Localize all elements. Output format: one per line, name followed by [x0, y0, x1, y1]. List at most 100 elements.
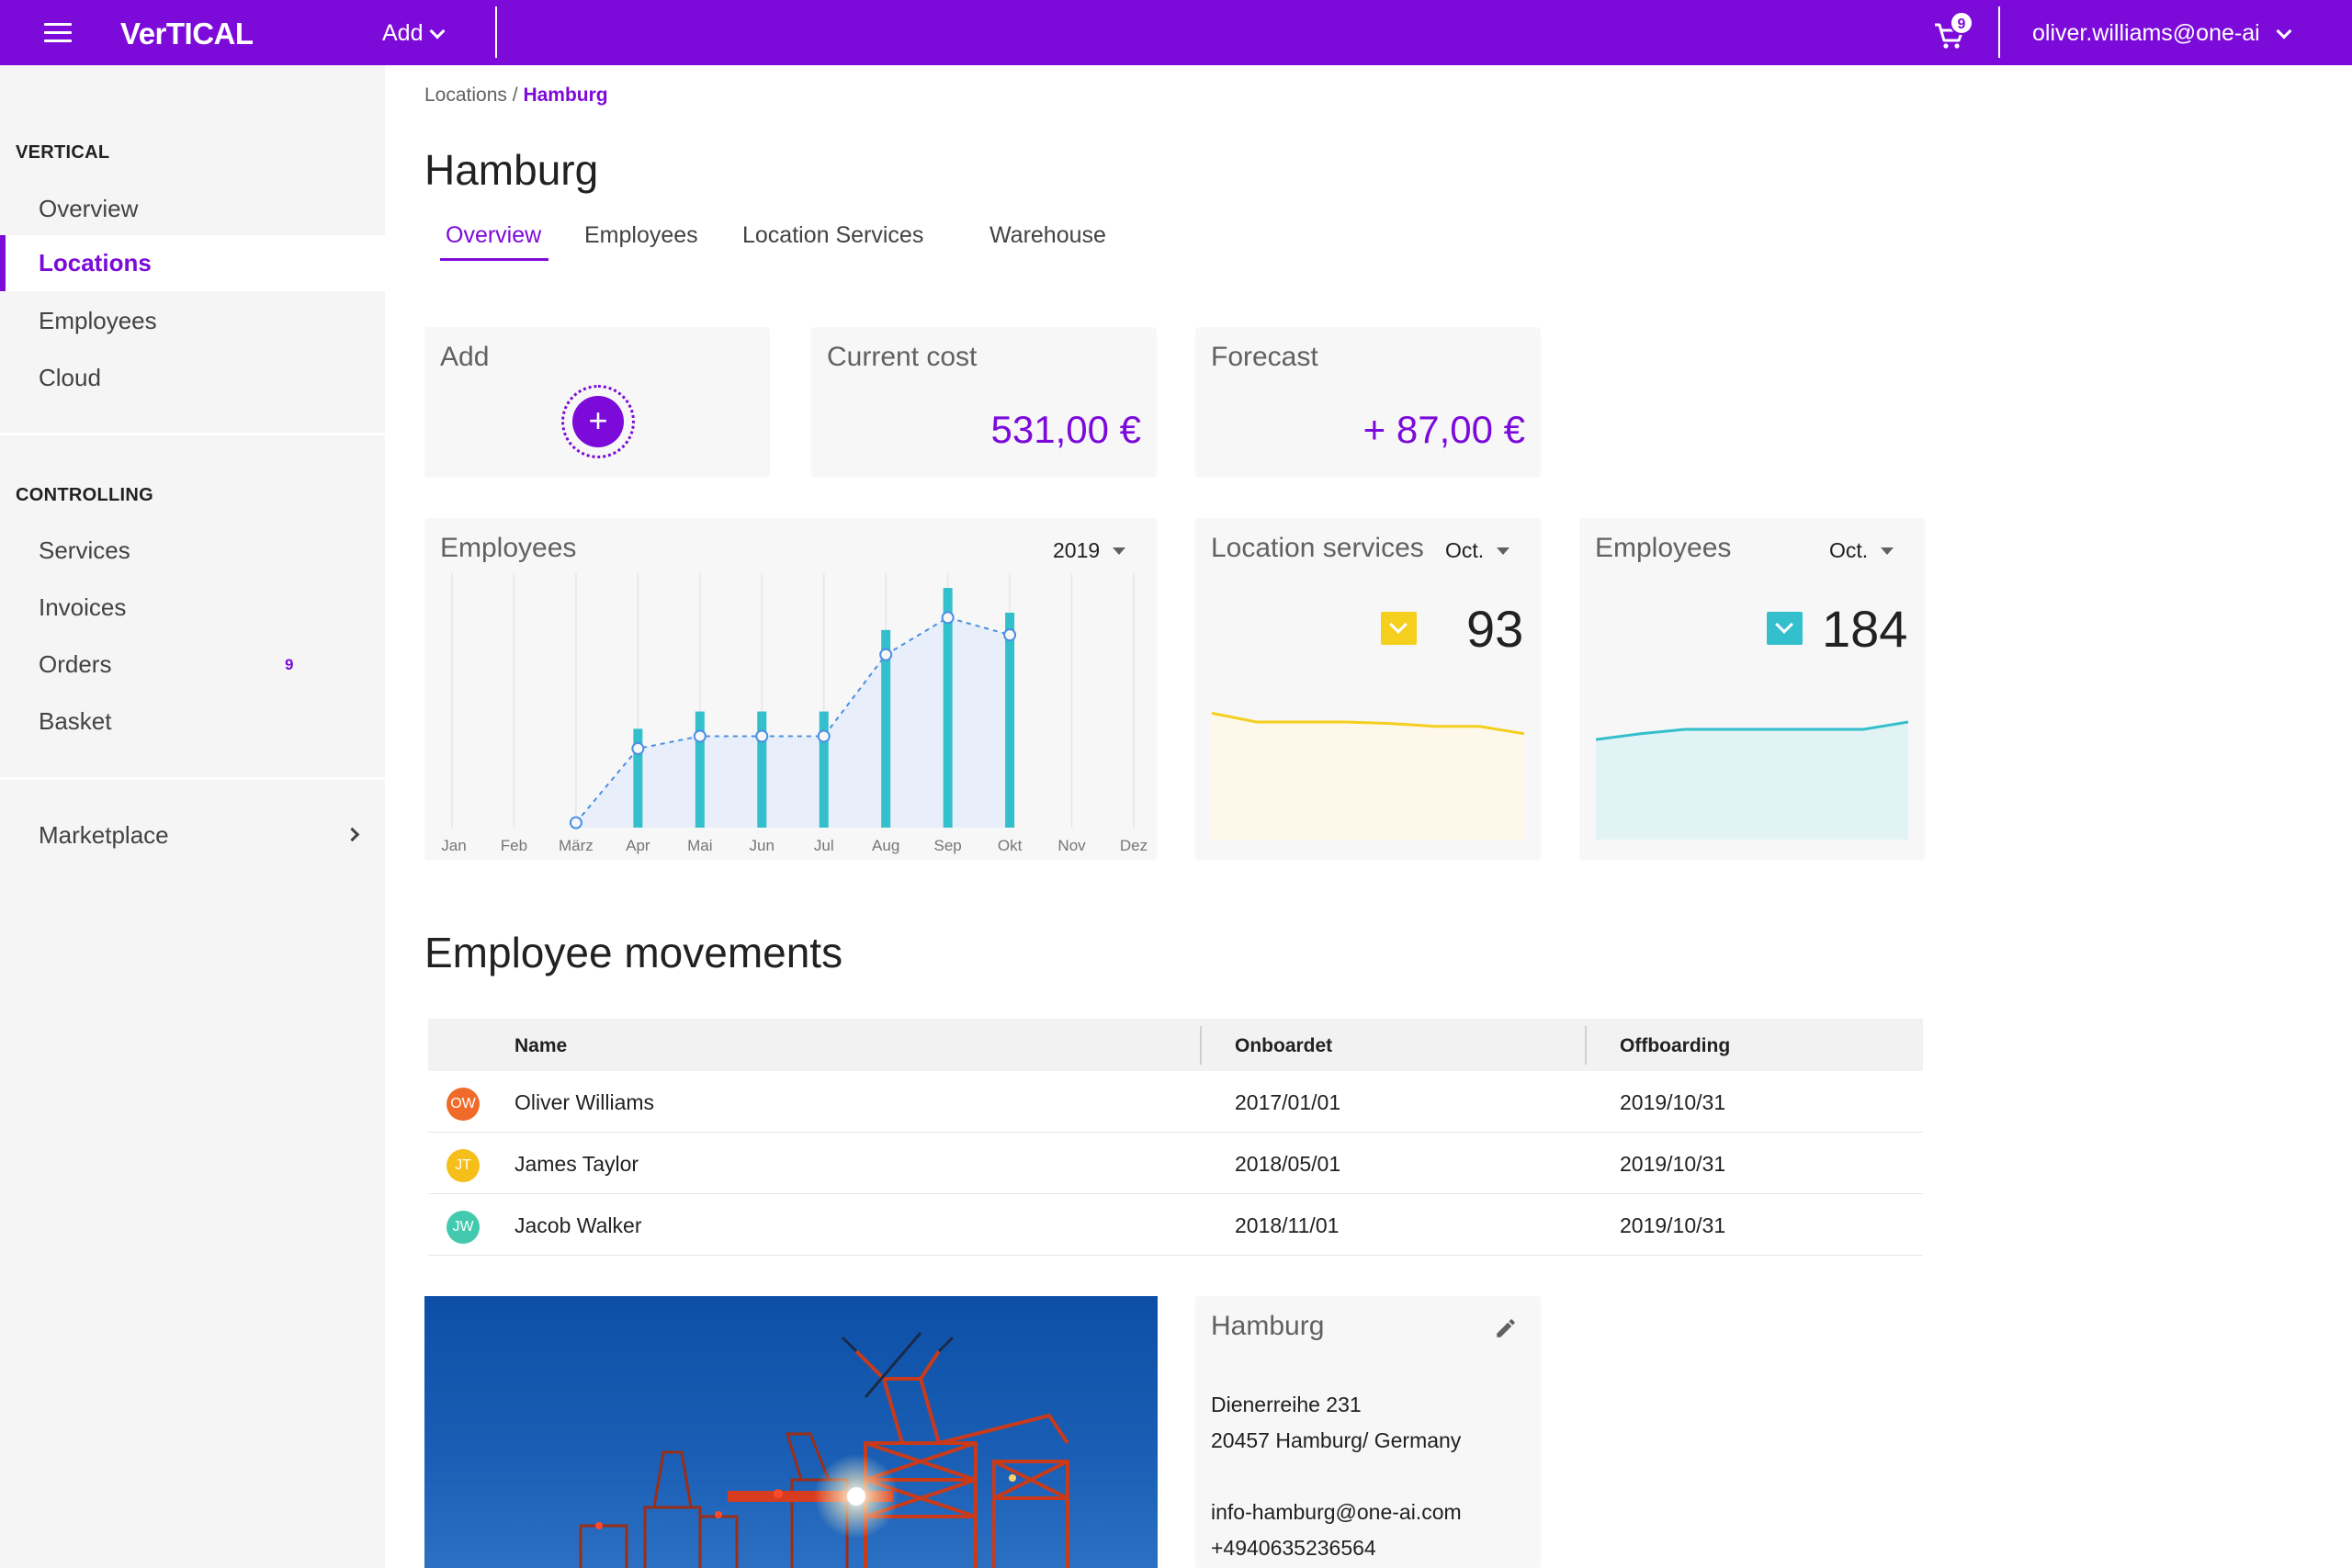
employees-chart-card: Employees 2019 Jan Feb März Apr Mai Jun Jul Aug… [424, 518, 1157, 860]
year-select-value: 2019 [1053, 538, 1101, 562]
chart-point [693, 729, 707, 743]
add-menu-button[interactable]: Add [382, 20, 446, 47]
chart-tick-label: März [559, 837, 594, 854]
chart-point [755, 729, 769, 743]
avatar: JT [447, 1149, 480, 1182]
chart-tick-label: Jan [441, 837, 466, 854]
avatar: JW [447, 1211, 480, 1244]
dropdown-arrow-icon [1497, 547, 1510, 555]
cell-offboard: 2019/10/31 [1620, 1152, 1726, 1176]
address-street: Dienerreihe 231 [1211, 1393, 1362, 1416]
chart-tick-label: Okt [998, 837, 1023, 854]
tab-location-services[interactable]: Location Services [742, 222, 924, 248]
sidebar-item-employees[interactable]: Employees [39, 307, 157, 334]
cell-onboard: 2018/05/01 [1235, 1152, 1341, 1176]
year-select[interactable]: 2019 [1053, 538, 1126, 563]
chart-bar [633, 728, 643, 828]
column-header-offboarding[interactable]: Offboarding [1620, 1035, 1731, 1056]
forecast-card: Forecast + 87,00 € [1195, 327, 1541, 478]
chart-bar [881, 629, 891, 828]
card-title: Employees [440, 533, 577, 563]
plus-icon: + [572, 396, 624, 447]
sidebar-item-cloud[interactable]: Cloud [39, 364, 101, 391]
column-header-onboardet[interactable]: Onboardet [1235, 1035, 1333, 1056]
chart-point [879, 648, 893, 661]
column-divider[interactable] [1585, 1026, 1587, 1065]
breadcrumb-parent[interactable]: Locations [424, 85, 507, 106]
add-card: Add + [424, 327, 770, 478]
add-button[interactable]: + [561, 385, 635, 458]
chart-tick-label: Apr [626, 837, 650, 854]
sidebar-section-vertical: VERTICAL [16, 142, 110, 163]
breadcrumb: Locations / Hamburg [424, 85, 608, 107]
sparkline-line [1212, 711, 1524, 736]
top-app-bar: VerTICAL Add 9 oliver.williams@one-ai [0, 0, 2352, 65]
chart-point [817, 729, 831, 743]
sidebar-item-basket[interactable]: Basket [39, 707, 112, 735]
cell-name: Jacob Walker [514, 1213, 642, 1237]
chart-area [575, 617, 1011, 828]
location-address-card: Hamburg Dienerreihe 231 20457 Hamburg/ G… [1195, 1296, 1541, 1568]
employees-kpi-value: 184 [1822, 600, 1908, 658]
sidebar-item-services[interactable]: Services [39, 536, 130, 564]
cell-name: Oliver Williams [514, 1090, 655, 1114]
location-photo [424, 1296, 1158, 1568]
chevron-down-icon [2276, 23, 2292, 39]
table-row[interactable]: JT James Taylor 2018/05/01 2019/10/31 [428, 1133, 1923, 1194]
month-select-value: Oct. [1445, 538, 1485, 562]
chart-bar [819, 711, 829, 828]
current-cost-card: Current cost 531,00 € [811, 327, 1157, 478]
app-logo[interactable]: VerTICAL [120, 17, 254, 51]
trend-down-icon [1767, 612, 1803, 645]
menu-icon[interactable] [44, 23, 72, 43]
card-title: Forecast [1211, 342, 1318, 372]
chart-point [941, 611, 955, 625]
address-email[interactable]: info-hamburg@one-ai.com [1211, 1500, 1462, 1524]
chart-tick-label: Jun [750, 837, 775, 854]
sidebar-item-orders[interactable]: Orders 9 [0, 637, 385, 693]
card-title: Employees [1595, 533, 1732, 563]
column-divider[interactable] [1200, 1026, 1202, 1065]
location-services-sparkline [1212, 711, 1524, 840]
sidebar-item-marketplace[interactable]: Marketplace [0, 807, 385, 863]
sidebar-item-overview[interactable]: Overview [39, 195, 139, 222]
cell-name: James Taylor [514, 1152, 639, 1176]
breadcrumb-current: Hamburg [523, 85, 608, 106]
chart-point [1003, 628, 1017, 642]
page-title: Hamburg [424, 146, 599, 194]
card-title: Hamburg [1211, 1311, 1325, 1341]
location-services-card: Location services Oct. 93 [1195, 518, 1541, 860]
cell-offboard: 2019/10/31 [1620, 1090, 1726, 1114]
column-header-name[interactable]: Name [514, 1035, 568, 1056]
cell-offboard: 2019/10/31 [1620, 1213, 1726, 1237]
tab-warehouse[interactable]: Warehouse [989, 222, 1106, 248]
month-select[interactable]: Oct. [1829, 538, 1894, 563]
add-menu-label: Add [382, 20, 424, 46]
chart-tick-label: Feb [501, 837, 527, 854]
chevron-down-icon [429, 23, 446, 39]
employees-kpi-card: Employees Oct. 184 [1579, 518, 1925, 860]
user-menu[interactable]: oliver.williams@one-ai [2032, 20, 2292, 47]
cell-onboard: 2018/11/01 [1235, 1213, 1340, 1237]
chart-tick-label: Dez [1120, 837, 1148, 854]
forecast-value: + 87,00 € [1363, 408, 1525, 451]
sparkline-area [1212, 713, 1524, 840]
tab-overview[interactable]: Overview [446, 222, 542, 248]
sidebar-section-controlling: CONTROLLING [16, 485, 153, 505]
sidebar-item-invoices[interactable]: Invoices [39, 593, 127, 621]
address-phone[interactable]: +4940635236564 [1211, 1536, 1376, 1560]
sidebar-divider [0, 777, 385, 780]
chart-point [631, 741, 645, 755]
trend-down-icon [1381, 612, 1417, 645]
sidebar-item-locations[interactable]: Locations [0, 235, 385, 291]
chart-tick-label: Sep [934, 837, 962, 854]
sidebar-item-label: Marketplace [39, 821, 169, 849]
month-select[interactable]: Oct. [1445, 538, 1510, 563]
edit-pencil-icon[interactable] [1494, 1316, 1518, 1340]
location-services-value: 93 [1466, 600, 1524, 658]
table-row[interactable]: OW Oliver Williams 2017/01/01 2019/10/31 [428, 1071, 1923, 1133]
orders-count-badge: 9 [285, 656, 294, 673]
tab-employees[interactable]: Employees [584, 222, 698, 248]
sparkline-area [1596, 722, 1908, 840]
table-row[interactable]: JW Jacob Walker 2018/11/01 2019/10/31 [428, 1194, 1923, 1256]
